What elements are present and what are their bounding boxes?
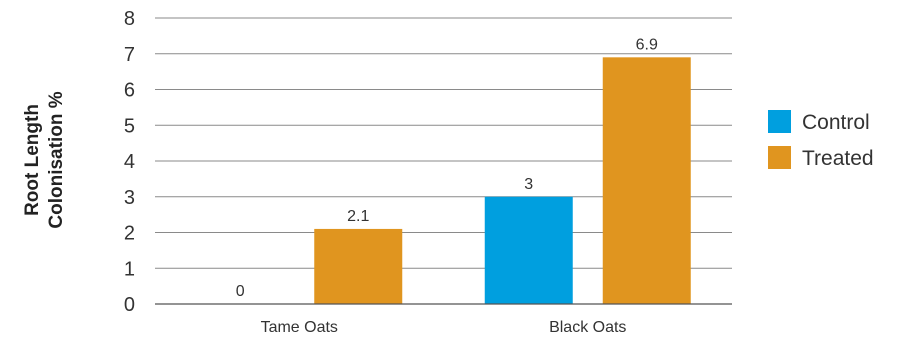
bars: [314, 57, 691, 305]
legend-label-control: Control: [802, 111, 870, 134]
legend-swatch-treated: [768, 146, 791, 169]
bar-treated-0: [314, 228, 403, 304]
data-label: 2.1: [347, 208, 369, 225]
y-tick-label: 0: [124, 294, 135, 316]
y-tick-label: 1: [124, 258, 135, 280]
x-category-label: Tame Oats: [261, 319, 338, 336]
y-tick-label: 3: [124, 187, 135, 209]
legend-swatch-control: [768, 110, 791, 133]
data-labels: 0 2.1 3 6.9: [236, 36, 658, 300]
y-axis-label-line-2: Colonisation %: [46, 91, 67, 228]
bar-treated-1: [602, 57, 691, 305]
x-category-label: Black Oats: [549, 319, 626, 336]
legend: Control Treated: [768, 110, 874, 170]
gridlines: [155, 17, 732, 269]
y-tick-label: 7: [124, 44, 135, 66]
x-axis-categories: Tame Oats Black Oats: [261, 319, 627, 336]
data-label: 0: [236, 283, 245, 300]
y-tick-label: 4: [124, 151, 135, 173]
data-label: 3: [524, 176, 533, 193]
y-tick-label: 2: [124, 223, 135, 245]
bar-control-1: [484, 196, 573, 304]
y-tick-label: 8: [124, 8, 135, 30]
data-label: 6.9: [636, 36, 658, 53]
y-tick-label: 6: [124, 80, 135, 102]
y-axis-label-line-1: Root Length: [22, 104, 43, 216]
y-axis-ticks: 0 1 2 3 4 5 6 7 8: [124, 8, 135, 316]
y-tick-label: 5: [124, 115, 135, 137]
legend-label-treated: Treated: [802, 147, 874, 170]
